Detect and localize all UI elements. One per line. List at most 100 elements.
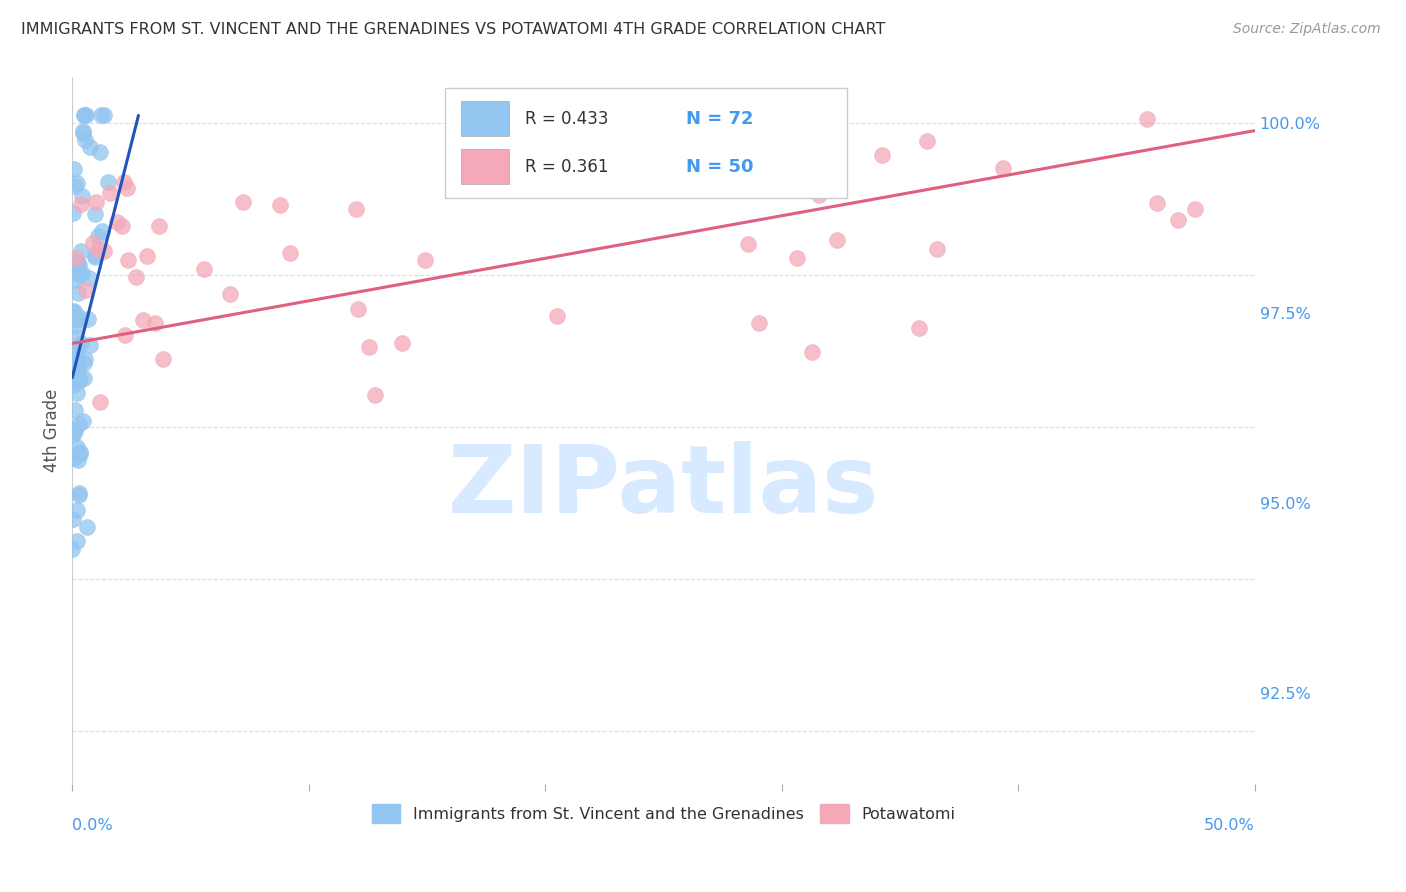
Y-axis label: 4th Grade: 4th Grade	[44, 389, 60, 473]
Text: 50.0%: 50.0%	[1204, 818, 1254, 833]
Point	[90, 224, 112, 238]
Point	[65, 312, 87, 326]
Point	[66, 358, 89, 372]
Point	[143, 316, 166, 330]
Point	[75, 133, 97, 147]
Point	[70, 244, 93, 259]
Point	[86, 242, 108, 256]
Point	[62, 305, 84, 319]
Point	[347, 301, 370, 316]
Point	[69, 335, 91, 350]
Point	[219, 287, 242, 301]
Point	[100, 186, 122, 200]
Point	[63, 403, 86, 417]
Point	[73, 371, 96, 385]
Point	[105, 215, 128, 229]
Point	[76, 519, 98, 533]
Point	[72, 414, 94, 428]
Point	[748, 316, 770, 330]
Point	[73, 352, 96, 367]
Point	[112, 175, 135, 189]
Point	[67, 417, 90, 431]
Point	[927, 242, 949, 256]
Point	[67, 262, 90, 277]
Point	[801, 345, 824, 359]
Point	[1136, 112, 1159, 127]
Point	[62, 541, 84, 556]
Point	[65, 440, 87, 454]
Point	[62, 378, 84, 392]
Point	[79, 140, 101, 154]
Point	[65, 534, 87, 549]
Point	[72, 267, 94, 281]
Point	[67, 285, 90, 300]
Point	[364, 388, 387, 402]
Legend: Immigrants from St. Vincent and the Grenadines, Potawatomi: Immigrants from St. Vincent and the Gren…	[366, 798, 962, 830]
Point	[79, 270, 101, 285]
Point	[72, 126, 94, 140]
Point	[66, 453, 89, 467]
Point	[66, 342, 89, 356]
Point	[498, 108, 520, 122]
Point	[111, 219, 134, 234]
Point	[83, 207, 105, 221]
Point	[114, 327, 136, 342]
Point	[93, 108, 115, 122]
Point	[73, 356, 96, 370]
Point	[93, 244, 115, 258]
Point	[65, 179, 87, 194]
Point	[65, 255, 87, 269]
Point	[67, 352, 90, 367]
Point	[391, 335, 413, 350]
Text: 0.0%: 0.0%	[72, 818, 112, 833]
Point	[82, 236, 104, 251]
Point	[84, 248, 107, 262]
Point	[117, 252, 139, 267]
Point	[75, 108, 97, 122]
Point	[152, 352, 174, 367]
Point	[67, 268, 90, 282]
Point	[740, 169, 762, 183]
Point	[63, 318, 86, 333]
Point	[870, 148, 893, 162]
Point	[66, 385, 89, 400]
Point	[70, 189, 93, 203]
Point	[991, 161, 1014, 176]
Point	[67, 309, 90, 323]
Point	[89, 145, 111, 160]
Point	[62, 427, 84, 442]
Point	[86, 229, 108, 244]
Point	[84, 195, 107, 210]
Point	[193, 261, 215, 276]
Point	[72, 108, 94, 122]
Point	[232, 194, 254, 209]
Point	[79, 338, 101, 352]
Point	[737, 236, 759, 251]
Point	[84, 250, 107, 264]
Point	[125, 269, 148, 284]
Point	[413, 252, 436, 267]
Point	[66, 313, 89, 327]
Point	[148, 219, 170, 233]
Point	[357, 340, 380, 354]
Text: ZIPatlas: ZIPatlas	[449, 442, 879, 533]
Point	[67, 486, 90, 500]
Point	[62, 423, 84, 437]
Point	[62, 450, 84, 465]
Point	[90, 108, 112, 122]
Point	[65, 252, 87, 266]
Point	[546, 310, 568, 324]
Point	[97, 175, 120, 189]
Point	[1146, 195, 1168, 210]
Point	[63, 330, 86, 344]
Point	[808, 187, 831, 202]
Point	[132, 313, 155, 327]
Point	[69, 372, 91, 386]
Point	[67, 487, 90, 501]
Point	[786, 252, 808, 266]
Point	[63, 162, 86, 177]
Point	[63, 273, 86, 287]
Point	[1167, 213, 1189, 227]
Point	[89, 394, 111, 409]
Point	[67, 258, 90, 272]
